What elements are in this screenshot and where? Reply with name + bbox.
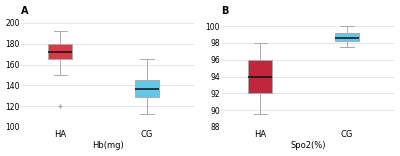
Bar bbox=[335, 33, 359, 41]
Text: B: B bbox=[222, 6, 229, 16]
Bar bbox=[48, 44, 72, 59]
X-axis label: Hb(mg): Hb(mg) bbox=[92, 141, 124, 150]
Text: A: A bbox=[22, 6, 29, 16]
Bar bbox=[135, 80, 159, 97]
X-axis label: Spo2(%): Spo2(%) bbox=[290, 141, 326, 150]
Bar bbox=[248, 60, 272, 93]
